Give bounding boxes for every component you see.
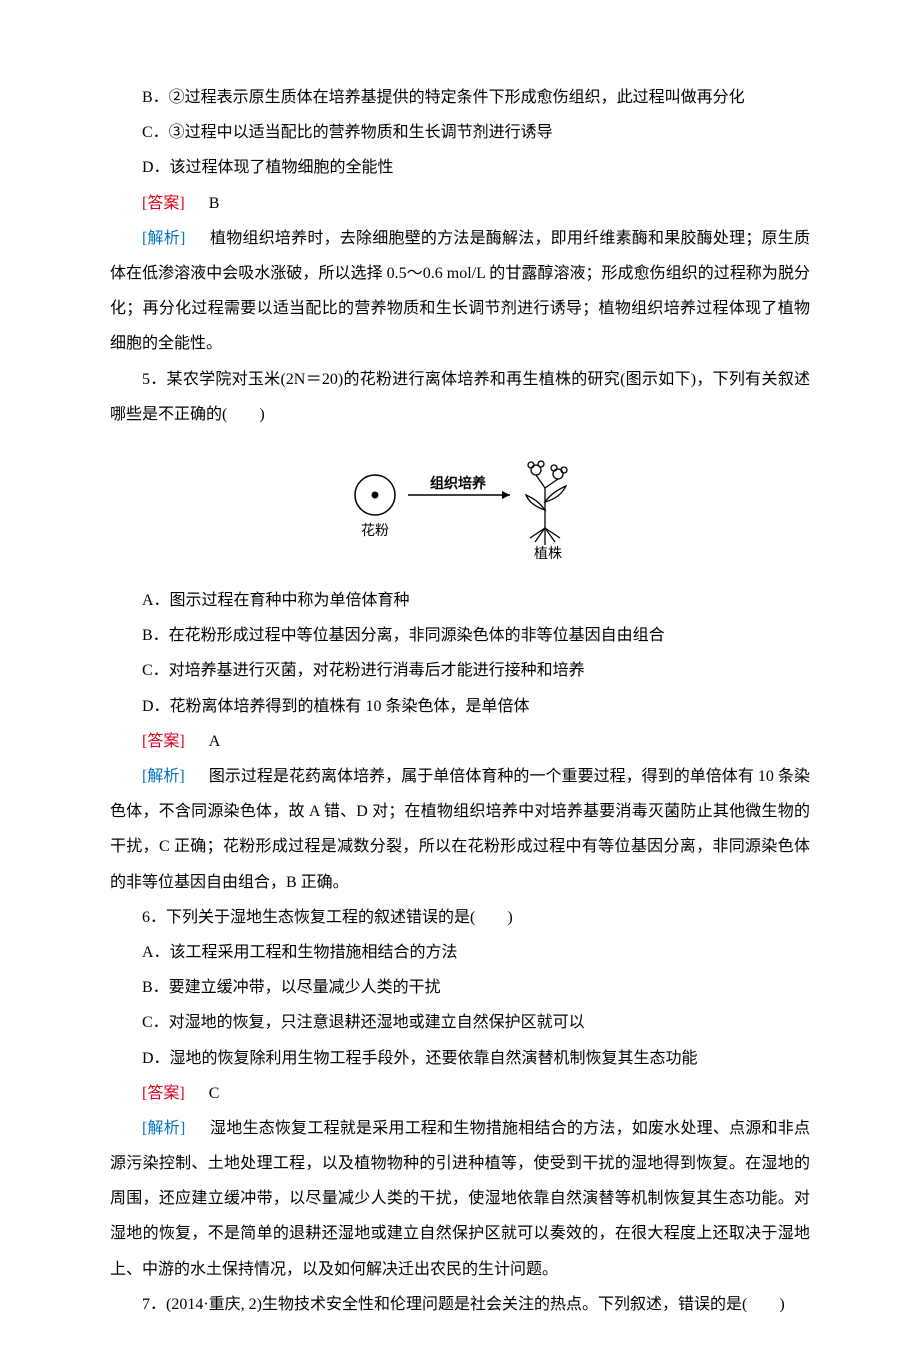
q6-option-b: B．要建立缓冲带，以尽量减少人类的干扰: [110, 970, 810, 1005]
q6-answer-line: [答案] C: [110, 1076, 810, 1111]
q6-option-c: C．对湿地的恢复，只注意退耕还湿地或建立自然保护区就可以: [110, 1005, 810, 1040]
q5-option-b: B．在花粉形成过程中等位基因分离，非同源染色体的非等位基因自由组合: [110, 618, 810, 653]
q5-option-c: C．对培养基进行灭菌，对花粉进行消毒后才能进行接种和培养: [110, 653, 810, 688]
q5-analysis-line: [解析] 图示过程是花药离体培养，属于单倍体育种的一个重要过程，得到的单倍体有 …: [110, 759, 810, 900]
q6-answer-label: [答案]: [142, 1085, 185, 1102]
answer-gap: [189, 1085, 205, 1102]
q5-answer-line: [答案] A: [110, 724, 810, 759]
q6-answer-value: C: [209, 1085, 220, 1102]
q5-stem: 5．某农学院对玉米(2N＝20)的花粉进行离体培养和再生植株的研究(图示如下)，…: [110, 362, 810, 432]
q6-option-a: A．该工程采用工程和生物措施相结合的方法: [110, 935, 810, 970]
q6-option-d: D．湿地的恢复除利用生物工程手段外，还要依靠自然演替机制恢复其生态功能: [110, 1041, 810, 1076]
analysis-gap: [190, 1120, 206, 1137]
q5-analysis-text: 图示过程是花药离体培养，属于单倍体育种的一个重要过程，得到的单倍体有 10 条染…: [110, 768, 810, 891]
q5-answer-label: [答案]: [142, 733, 185, 750]
q6-analysis-line: [解析] 湿地生态恢复工程就是采用工程和生物措施相结合的方法，如废水处理、点源和…: [110, 1111, 810, 1287]
q6-stem: 6．下列关于湿地生态恢复工程的叙述错误的是( ): [110, 900, 810, 935]
q4-option-b: B．②过程表示原生质体在培养基提供的特定条件下形成愈伤组织，此过程叫做再分化: [110, 80, 810, 115]
q4-answer-line: [答案] B: [110, 186, 810, 221]
q4-analysis-line: [解析] 植物组织培养时，去除细胞壁的方法是酶解法，即用纤维素酶和果胶酶处理；原…: [110, 221, 810, 362]
q4-option-d: D．该过程体现了植物细胞的全能性: [110, 150, 810, 185]
q6-analysis-text: 湿地生态恢复工程就是采用工程和生物措施相结合的方法，如废水处理、点源和非点源污染…: [110, 1120, 810, 1278]
pollen-culture-diagram: 花粉 组织培养 植株: [330, 450, 590, 560]
q5-option-d: D．花粉离体培养得到的植株有 10 条染色体，是单倍体: [110, 689, 810, 724]
analysis-gap: [190, 230, 206, 247]
q4-analysis-label: [解析]: [142, 230, 185, 247]
plant-icon: [526, 461, 567, 545]
q5-option-a: A．图示过程在育种中称为单倍体育种: [110, 583, 810, 618]
answer-gap: [189, 733, 205, 750]
q5-answer-value: A: [209, 733, 221, 750]
arrow-head-icon: [502, 491, 510, 499]
q4-option-c: C．③过程中以适当配比的营养物质和生长调节剂进行诱导: [110, 115, 810, 150]
pollen-inner-icon: [372, 491, 379, 498]
plant-label: 植株: [534, 546, 562, 560]
q5-analysis-label: [解析]: [142, 768, 185, 785]
q4-analysis-text: 植物组织培养时，去除细胞壁的方法是酶解法，即用纤维素酶和果胶酶处理；原生质体在低…: [110, 230, 810, 353]
q4-answer-label: [答案]: [142, 195, 185, 212]
analysis-gap: [189, 768, 205, 785]
q5-figure: 花粉 组织培养 植株: [110, 450, 810, 573]
q4-answer-value: B: [209, 195, 220, 212]
pollen-label: 花粉: [361, 523, 389, 539]
q6-analysis-label: [解析]: [142, 1120, 185, 1137]
answer-gap: [189, 195, 205, 212]
arrow-label: 组织培养: [430, 475, 487, 491]
q7-stem: 7．(2014·重庆, 2)生物技术安全性和伦理问题是社会关注的热点。下列叙述，…: [110, 1287, 810, 1322]
